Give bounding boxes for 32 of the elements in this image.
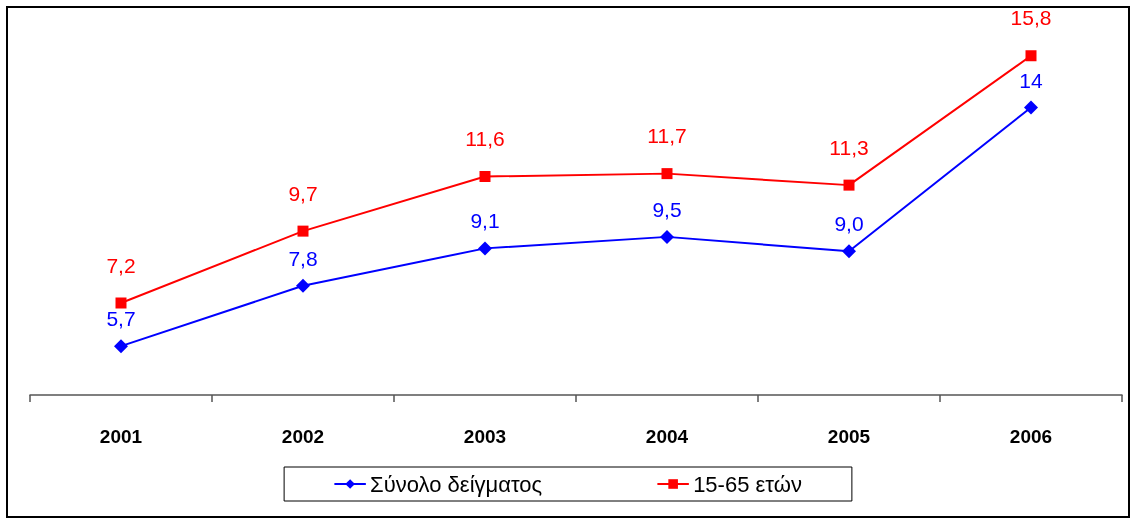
x-tick-label: 2002	[281, 426, 325, 447]
data-label: 9,0	[834, 212, 864, 236]
point	[842, 244, 856, 259]
point	[843, 179, 855, 191]
point	[297, 225, 309, 237]
point	[114, 339, 128, 354]
data-label: 5,7	[106, 307, 136, 331]
data-label: 9,1	[470, 209, 500, 233]
data-label: 15,8	[1010, 6, 1052, 30]
x-tick-label: 2001	[99, 426, 143, 447]
point	[1025, 50, 1037, 62]
data-label: 7,8	[288, 246, 318, 270]
legend-label: 15-65 ετών	[693, 471, 802, 497]
x-tick-label: 2005	[827, 426, 871, 447]
x-tick-label: 2006	[1009, 426, 1053, 447]
point	[660, 229, 674, 244]
data-label: 11,3	[829, 135, 869, 159]
data-label: 11,6	[465, 127, 505, 150]
point	[479, 171, 491, 182]
legend-label: Σύνολο δείγματος	[370, 471, 543, 497]
point	[1024, 100, 1038, 115]
data-label: 14	[1019, 68, 1043, 92]
data-label: 7,2	[106, 253, 136, 277]
data-label: 11,7	[647, 124, 687, 148]
point	[296, 278, 310, 293]
point	[478, 241, 492, 256]
point	[661, 168, 673, 180]
x-tick-label: 2003	[463, 426, 507, 447]
data-label: 9,7	[288, 181, 318, 205]
data-label: 9,5	[652, 197, 682, 221]
x-tick-label: 2004	[645, 426, 689, 447]
point	[115, 297, 127, 309]
